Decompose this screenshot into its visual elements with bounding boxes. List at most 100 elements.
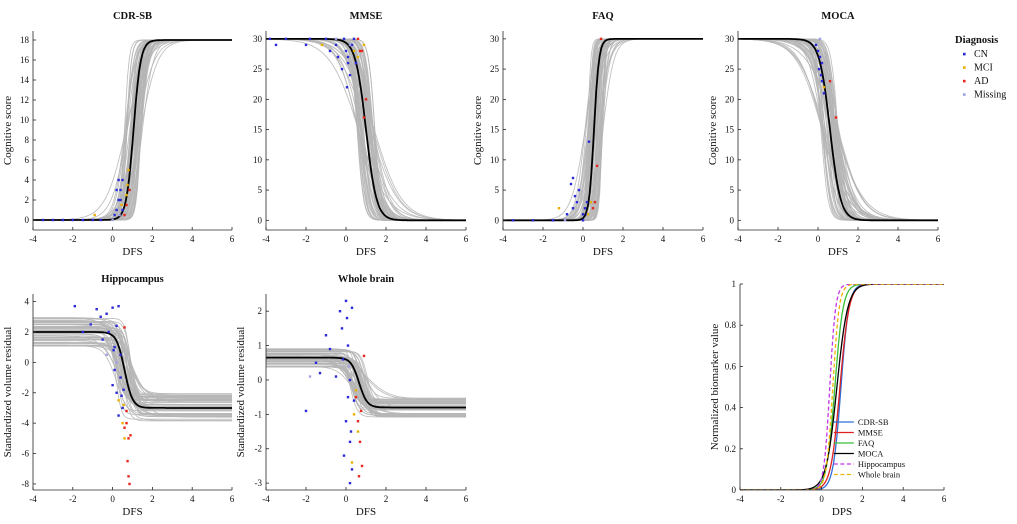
data-point-cn: [274, 43, 278, 47]
individual-curve: [33, 332, 232, 412]
y-tick-label: -1: [255, 409, 263, 419]
y-tick-label: 0: [258, 215, 263, 225]
data-point-missing: [348, 43, 352, 47]
series-line-mmse: [740, 284, 944, 490]
x-tick-label: 4: [896, 234, 901, 244]
x-tick-label: -2: [777, 494, 785, 504]
individual-curve: [738, 38, 938, 221]
data-point-cn: [342, 37, 346, 41]
y-tick-label: 5: [258, 185, 263, 195]
data-point-missing: [818, 37, 822, 41]
mean-curve: [33, 331, 232, 409]
legend-label: AD: [974, 76, 988, 87]
y-tick-label: 12: [20, 95, 29, 105]
x-tick-label: -4: [262, 234, 270, 244]
data-point-cn: [119, 188, 122, 192]
data-point-cn: [328, 49, 332, 53]
mean-curve: [266, 356, 466, 409]
data-point-ad: [356, 420, 360, 423]
legend-label: MCI: [974, 63, 993, 74]
data-point-ad: [360, 49, 364, 53]
y-axis-label: Standardized volume residual: [2, 327, 14, 458]
chart-panel-hippocampus: -4 -2 0 2 4 6 -8 -6 -4 -2 0 2 4 Hippocampus DFS Standar…: [2, 274, 235, 518]
legend-marker-cn: [963, 52, 966, 56]
data-point-mci: [127, 168, 130, 172]
data-point-cn: [338, 309, 342, 313]
data-point-cn: [117, 198, 120, 202]
y-tick-label: 2: [25, 195, 30, 205]
legend-label: Whole brain: [858, 470, 901, 480]
y-tick-label: 4: [25, 297, 30, 307]
data-point-mci: [350, 461, 354, 464]
x-tick-label: -4: [734, 234, 742, 244]
data-point-cn: [112, 349, 115, 352]
data-point-ad: [354, 395, 358, 399]
individual-curve: [266, 350, 466, 404]
x-tick-label: -2: [302, 234, 310, 244]
data-point-ad: [359, 409, 363, 413]
data-point-cn: [304, 409, 308, 413]
data-point-cn: [340, 67, 344, 71]
data-point-cn: [816, 49, 820, 53]
mean-curve: [503, 38, 703, 222]
x-tick-label: 2: [856, 234, 861, 244]
data-point-cn: [354, 61, 358, 65]
data-point-ad: [123, 426, 126, 429]
y-tick-label: 10: [20, 115, 30, 125]
diagnosis-legend: Diagnosis CN MCI AD Missing: [955, 35, 1006, 101]
mean-curve: [266, 38, 466, 222]
data-point-ad: [360, 464, 364, 468]
data-point-missing: [347, 365, 351, 368]
plot-area: [740, 284, 944, 490]
data-point-ad: [125, 421, 128, 425]
data-point-cn: [120, 394, 123, 397]
data-point-cn: [551, 219, 555, 222]
chart-panel-wholebrain: -4 -2 0 2 4 6 -3 -2 -1 0 1 2 Whole brain DFS Standardi…: [235, 274, 469, 518]
chart-panel-cdrsb: -4 -2 0 2 4 6 0 2 4 6 8 10 12 14 16 18 CDR-SB DFS Cognitiv…: [2, 11, 235, 258]
data-point-ad: [828, 80, 832, 83]
data-point-cn: [345, 316, 349, 320]
chart-panel-faq: -4 -2 0 2 4 6 0 5 10 15 20 25 30 FAQ DFS Cognitive scor…: [472, 11, 706, 258]
data-point-missing: [334, 37, 338, 41]
y-tick-label: -2: [22, 388, 30, 398]
x-tick-label: -2: [69, 494, 77, 504]
y-tick-label: 30: [725, 34, 735, 44]
x-axis-label: DPS: [832, 506, 852, 518]
chart-panel-mmse: -4 -2 0 2 4 6 0 5 10 15 20 25 30 MMSE DFS: [253, 11, 469, 258]
y-tick-label: 2: [25, 327, 30, 337]
data-point-cn: [113, 345, 116, 349]
data-point-cn: [111, 383, 114, 387]
y-tick-label: 1: [732, 279, 737, 289]
y-tick-label: -8: [22, 479, 30, 489]
data-point-missing: [115, 361, 118, 364]
chart-title: MOCA: [821, 11, 855, 22]
data-point-cn: [117, 414, 120, 417]
y-tick-label: -2: [255, 444, 263, 454]
plot-area: [33, 304, 232, 486]
y-tick-label: 1: [258, 341, 263, 351]
data-point-ad: [834, 116, 838, 119]
legend-title: Diagnosis: [955, 35, 998, 46]
data-point-cn: [814, 43, 818, 47]
data-point-cn: [344, 420, 348, 423]
data-point-mci: [93, 213, 96, 217]
chart-title: MMSE: [350, 11, 383, 22]
y-tick-label: 0.4: [725, 403, 737, 413]
x-tick-label: 2: [384, 234, 389, 244]
data-point-mci: [586, 213, 590, 216]
data-point-cn: [334, 43, 338, 47]
data-point-cn: [115, 208, 118, 212]
individual-curve: [266, 350, 466, 403]
data-point-ad: [125, 203, 128, 207]
plot-area: [503, 37, 703, 222]
individual-curve: [266, 348, 466, 414]
data-point-cn: [268, 37, 272, 41]
legend-marker-mci: [963, 66, 966, 69]
data-point-cn: [105, 312, 108, 315]
legend-label: MMSE: [858, 428, 883, 438]
data-point-ad: [127, 475, 130, 478]
data-point-ad: [123, 326, 126, 329]
data-point-ad: [125, 409, 128, 413]
data-point-cn: [577, 188, 581, 192]
